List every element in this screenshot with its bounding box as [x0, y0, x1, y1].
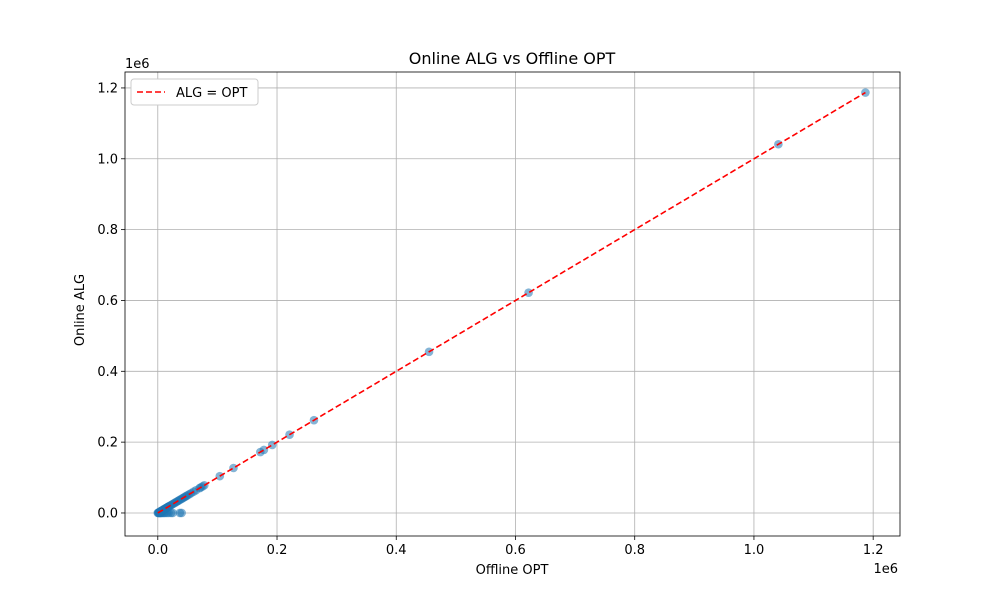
- y-tick-label: 0.8: [97, 223, 118, 238]
- y-tick-label: 1.0: [97, 152, 118, 167]
- scatter-point: [177, 508, 186, 518]
- x-tick-label: 1.0: [744, 543, 765, 558]
- y-tick-label: 0.4: [97, 365, 118, 380]
- x-tick-label: 0.4: [386, 543, 407, 558]
- scatter-point: [259, 445, 269, 455]
- reference-line-layer: [157, 91, 866, 514]
- reference-line: [157, 91, 866, 514]
- y-tick-label: 0.6: [97, 294, 118, 309]
- legend: ALG = OPT: [130, 78, 259, 106]
- chart-title: Online ALG vs Offline OPT: [409, 49, 616, 68]
- x-tick-label: 0.0: [147, 543, 168, 558]
- legend-entry-label: ALG = OPT: [176, 86, 247, 101]
- x-tick-label: 0.8: [624, 543, 645, 558]
- scatter-point: [861, 88, 870, 97]
- axes: 0.0 0.2 0.4 0.6 0.8 1.0 1.2 0.0 0.2 0.4 0.6 0.8 1.0 1…: [97, 71, 901, 558]
- x-axis-label: Offline OPT: [476, 563, 549, 578]
- scatter-point: [524, 288, 533, 297]
- x-tick-label: 1.2: [863, 543, 884, 558]
- plot-frame: [124, 71, 901, 537]
- x-tick-label: 0.6: [505, 543, 526, 558]
- x-tick-label: 0.2: [267, 543, 288, 558]
- grid: [125, 72, 900, 536]
- y-tick-label: 1.2: [97, 81, 118, 96]
- y-axis-offset-label: 1e6: [125, 57, 150, 72]
- scatter-point: [168, 508, 177, 518]
- y-tick-label: 0.0: [97, 506, 118, 521]
- x-axis-offset-label: 1e6: [873, 562, 898, 577]
- y-axis-label: Online ALG: [73, 274, 88, 346]
- y-tick-label: 0.2: [97, 436, 118, 451]
- legend-box: [130, 78, 259, 106]
